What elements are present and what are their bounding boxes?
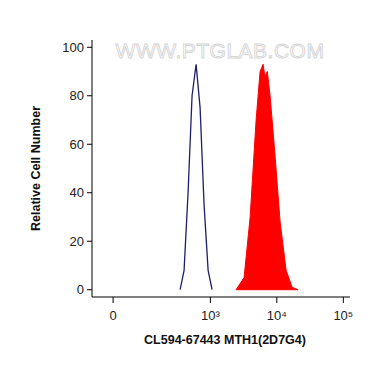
x-tick xyxy=(210,297,211,303)
y-tick-label: 80 xyxy=(70,88,84,103)
x-tick-label: 10³ xyxy=(201,308,220,323)
x-tick-label: 0 xyxy=(109,308,116,323)
y-tick-label: 20 xyxy=(70,234,84,249)
plot-data xyxy=(180,64,298,289)
histogram-area xyxy=(236,64,298,289)
y-tick xyxy=(87,241,92,242)
x-tick xyxy=(343,297,344,303)
chart: WWW.PTGLAB.COM 0 20 40 60 80 100 0 10³ 10⁴ 10⁵ CL59… xyxy=(0,0,370,367)
y-tick-label: 100 xyxy=(62,40,84,55)
y-tick-label: 0 xyxy=(77,282,84,297)
watermark: WWW.PTGLAB.COM xyxy=(116,39,325,62)
y-tick xyxy=(87,289,92,290)
x-tick xyxy=(276,297,277,303)
y-axis-label: Relative Cell Number xyxy=(29,106,43,231)
x-tick xyxy=(113,297,114,303)
y-axis xyxy=(92,40,93,297)
x-axis xyxy=(92,297,350,298)
y-tick xyxy=(87,95,92,96)
y-tick xyxy=(87,192,92,193)
x-tick-label: 10⁵ xyxy=(333,308,353,323)
histogram-line xyxy=(180,64,212,289)
x-axis-label: CL594-67443 MTH1(2D7G4) xyxy=(144,333,306,347)
x-tick-label: 10⁴ xyxy=(267,308,287,323)
y-tick xyxy=(87,47,92,48)
y-tick xyxy=(87,144,92,145)
y-tick-label: 40 xyxy=(70,185,84,200)
y-tick-label: 60 xyxy=(70,137,84,152)
